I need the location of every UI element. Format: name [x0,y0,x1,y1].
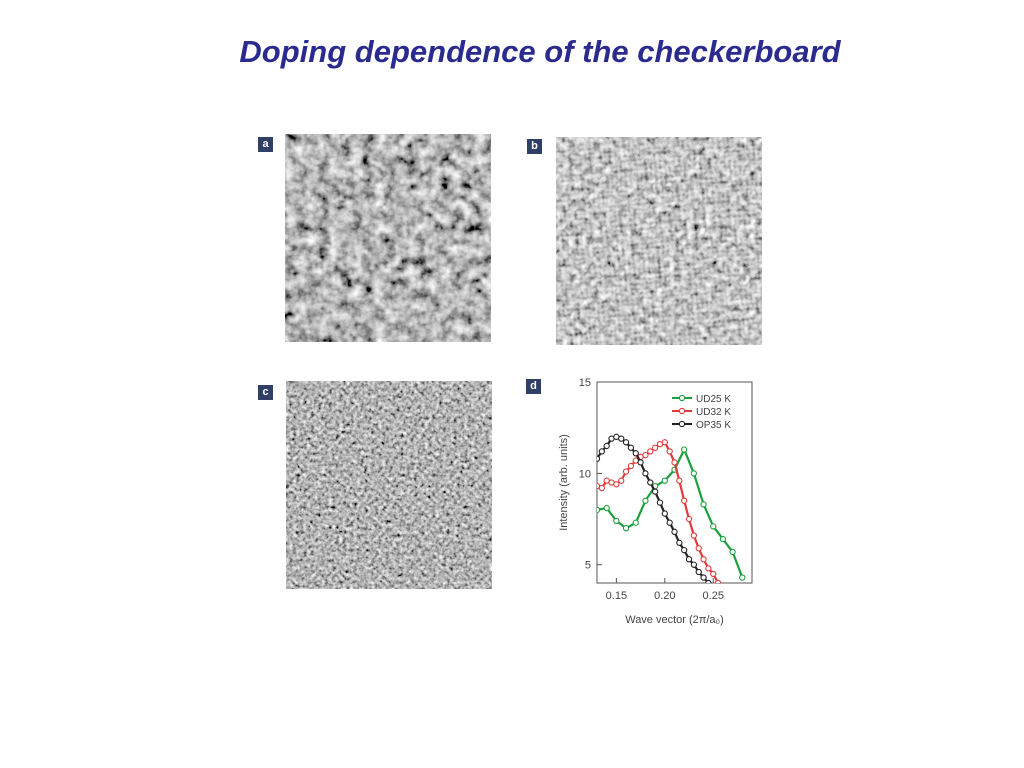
data-point-ud32-k [671,459,678,466]
y-tick-label: 10 [579,468,591,480]
data-point-op35-k [618,435,625,442]
x-tick-label: 0.20 [654,590,675,602]
data-point-ud32-k [627,462,635,470]
data-point-ud32-k [618,477,625,484]
data-point-ud32-k [651,444,659,451]
data-point-op35-k [647,479,654,486]
data-point-op35-k [690,561,698,568]
x-tick-label: 0.15 [606,590,627,602]
series-line-ud32-k [597,440,720,583]
data-point-ud25-k [642,497,649,504]
data-point-ud32-k [642,451,649,459]
stm-image-b [556,137,762,345]
panel-label-a: a [258,137,273,152]
x-tick-label: 0.25 [703,590,724,602]
data-point-op35-k [622,439,630,446]
legend-marker-ud32-k [678,407,686,415]
series-line-ud25-k [597,446,744,578]
data-point-ud32-k [705,565,712,572]
data-point-ud32-k [714,579,722,583]
data-point-op35-k [685,556,693,563]
data-point-op35-k [603,442,610,450]
data-point-ud32-k [676,477,683,484]
data-point-ud32-k [613,481,620,488]
panel-label-c: c [258,385,273,400]
data-point-op35-k [661,510,668,517]
data-point-ud32-k [666,448,673,455]
data-point-op35-k [681,546,688,554]
data-point-ud32-k [690,532,698,539]
data-point-ud25-k [729,548,736,556]
data-point-ud25-k [603,504,610,512]
data-point-ud32-k [681,497,688,504]
data-point-ud25-k [597,506,601,514]
data-point-op35-k [632,450,639,457]
y-tick-label: 15 [579,377,591,389]
data-point-ud32-k [685,515,693,523]
data-point-op35-k [666,519,673,526]
legend-marker-ud25-k [678,394,686,402]
data-point-op35-k [597,455,601,462]
data-point-ud32-k [695,545,702,552]
data-point-ud25-k [681,446,688,453]
intensity-chart: 5 10 15 0.15 0.20 0.25 Wave vector (2π/a₀) Inte… [545,370,770,640]
data-point-op35-k [651,488,659,495]
legend-label-op35-k: OP35 K [696,420,731,431]
series-line-op35-k [597,435,710,583]
data-point-ud32-k [700,556,707,563]
data-point-op35-k [700,574,707,581]
data-point-ud32-k [710,570,717,578]
data-point-op35-k [627,444,635,451]
plot-frame [596,381,753,584]
data-point-op35-k [671,528,678,535]
legend-label-ud25-k: UD25 K [696,394,731,405]
data-point-op35-k [656,499,664,506]
y-axis-label: Intensity (arb. units) [558,434,570,531]
data-point-ud25-k [719,535,727,543]
legend-label-ud32-k: UD32 K [696,407,731,418]
data-point-ud32-k [647,448,654,455]
data-point-ud25-k [661,477,668,484]
data-point-op35-k [695,568,702,576]
data-point-ud32-k [661,439,668,446]
data-point-ud32-k [622,468,630,475]
panel-label-b: b [527,139,542,154]
data-point-ud25-k [700,501,707,508]
data-point-op35-k [705,579,712,583]
y-tick-label: 5 [585,560,591,572]
data-point-ud25-k [690,470,698,477]
x-axis-label: Wave vector (2π/a₀) [625,614,724,626]
data-point-ud25-k [622,525,630,532]
data-point-op35-k [598,448,605,455]
data-point-op35-k [642,470,649,477]
slide-title: Doping dependence of the checkerboard [239,34,841,69]
data-point-op35-k [637,459,644,466]
data-point-ud25-k [613,517,620,525]
data-point-ud25-k [710,523,717,530]
legend-marker-op35-k [678,420,686,428]
panel-label-d: d [526,379,541,394]
data-point-ud32-k [598,484,605,492]
stm-image-c [286,381,492,589]
data-point-op35-k [676,539,683,546]
stm-image-a [285,134,491,342]
data-point-ud25-k [739,574,746,581]
data-point-ud25-k [632,519,639,526]
